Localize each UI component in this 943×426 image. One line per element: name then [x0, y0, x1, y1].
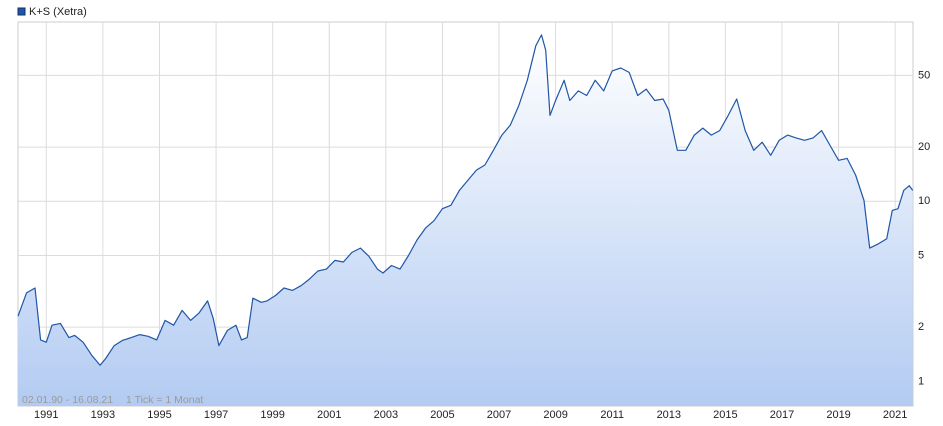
x-tick-label: 1999 — [260, 409, 284, 421]
x-tick-label: 2001 — [317, 409, 341, 421]
tick-note: 1 Tick = 1 Monat — [126, 394, 203, 406]
y-tick-label: 20 — [918, 141, 930, 153]
y-tick-label: 1 — [918, 375, 924, 387]
y-tick-label: 10 — [918, 195, 930, 207]
x-tick-label: 1991 — [34, 409, 58, 421]
x-tick-label: 1997 — [204, 409, 228, 421]
x-tick-label: 2005 — [430, 409, 454, 421]
x-tick-label: 2003 — [374, 409, 398, 421]
x-tick-label: 1993 — [91, 409, 115, 421]
x-tick-label: 2015 — [713, 409, 737, 421]
y-tick-label: 50 — [918, 69, 930, 81]
y-tick-label: 2 — [918, 321, 924, 333]
x-tick-label: 1995 — [147, 409, 171, 421]
area-fill — [18, 34, 913, 407]
x-tick-label: 2019 — [826, 409, 850, 421]
x-tick-label: 2021 — [883, 409, 907, 421]
x-tick-label: 2009 — [543, 409, 567, 421]
x-tick-label: 2013 — [657, 409, 681, 421]
legend-label: K+S (Xetra) — [29, 6, 87, 18]
price-line — [17, 34, 914, 366]
y-tick-label: 5 — [918, 249, 924, 261]
x-tick-label: 2017 — [770, 409, 794, 421]
x-tick-label: 2011 — [600, 409, 624, 421]
date-range: 02.01.90 - 16.08.21 — [22, 394, 113, 406]
legend-swatch — [17, 7, 26, 16]
x-tick-label: 2007 — [487, 409, 511, 421]
